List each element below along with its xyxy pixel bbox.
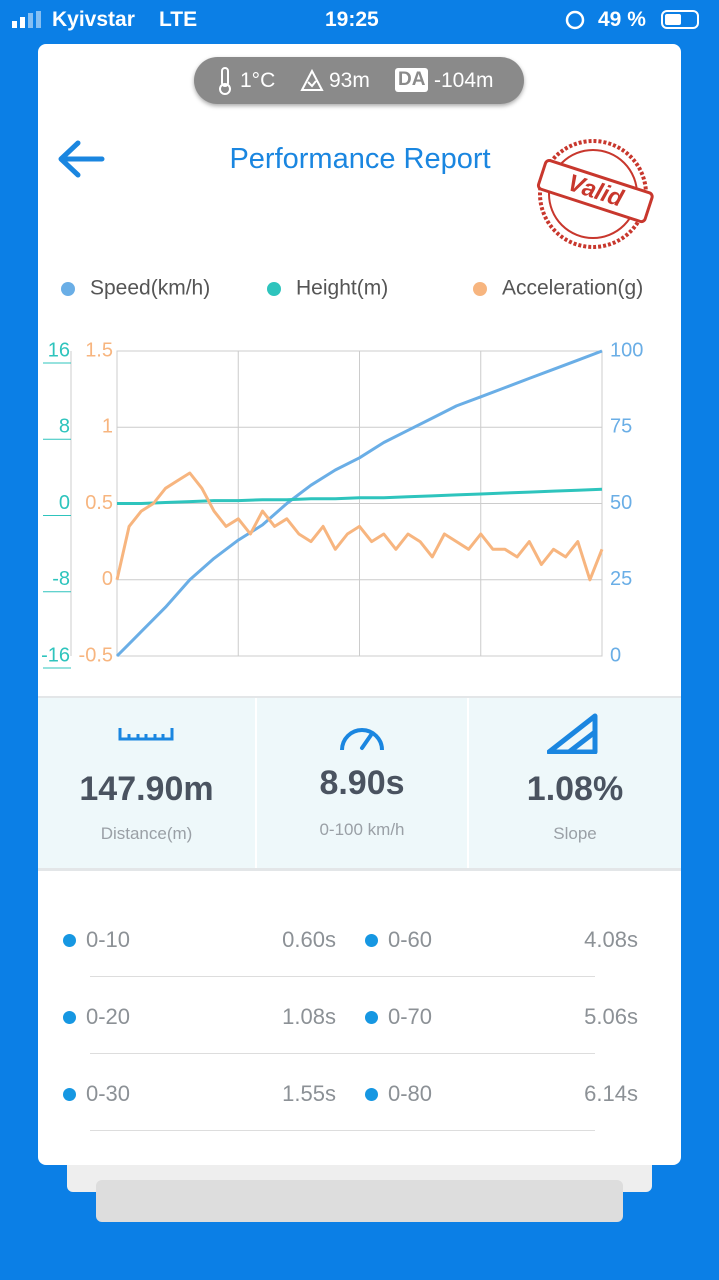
bullet: [63, 1011, 76, 1024]
mountain-icon: [300, 69, 324, 91]
legend-dot: [61, 282, 75, 296]
bullet: [365, 1011, 378, 1024]
stat-value: 1.08%: [526, 770, 624, 808]
network: LTE: [159, 8, 198, 31]
gauge-icon: [340, 728, 384, 751]
altitude: 93m: [329, 69, 370, 92]
y-tick-label: 0: [102, 568, 113, 590]
density-altitude: -104m: [434, 69, 494, 92]
page-title: Performance Report: [229, 143, 491, 175]
y-tick-label: 1.5: [85, 339, 113, 361]
split-range: 0-80: [388, 1081, 433, 1106]
slope-icon: [547, 713, 598, 754]
row-separator: [90, 976, 595, 977]
stat-label: 0-100 km/h: [319, 820, 405, 839]
stat-value: 8.90s: [319, 764, 405, 802]
split-range: 0-20: [86, 1004, 131, 1029]
split-range: 0-10: [86, 927, 131, 952]
y3-tick-label: -8: [52, 568, 70, 590]
y2-tick-label: 75: [610, 416, 632, 438]
back-button[interactable]: [56, 140, 106, 178]
bullet: [63, 1088, 76, 1101]
split-time: 1.08s: [282, 1004, 336, 1029]
split-time: 1.55s: [282, 1081, 336, 1106]
thermometer-icon: [219, 67, 231, 95]
y2-tick-label: 25: [610, 568, 632, 590]
y2-tick-label: 50: [610, 492, 632, 514]
y3-tick-label: -16: [41, 644, 70, 666]
series-line: [115, 349, 603, 658]
y-tick-label: 0.5: [85, 492, 113, 514]
stat-label: Distance(m): [100, 824, 193, 843]
y-tick-label: -0.5: [79, 644, 113, 666]
split-range: 0-70: [388, 1004, 433, 1029]
da-badge: DA: [395, 68, 429, 92]
legend-label: Height(m): [296, 277, 388, 300]
bullet: [365, 934, 378, 947]
time: 19:25: [325, 8, 379, 31]
stat-card: 147.90m Distance(m): [38, 698, 255, 868]
row-separator: [90, 1053, 595, 1054]
y-tick-label: 1: [102, 416, 113, 438]
y3-tick-label: 8: [59, 416, 70, 438]
battery: 49 %: [598, 8, 646, 31]
split-time: 5.06s: [584, 1004, 638, 1029]
stat-label: Slope: [553, 824, 597, 843]
battery-icon: [565, 10, 699, 30]
stat-value: 147.90m: [79, 770, 214, 808]
y2-tick-label: 0: [610, 644, 621, 666]
row-separator: [90, 1130, 595, 1131]
ruler-icon: [118, 728, 174, 741]
legend-label: Speed(km/h): [90, 277, 210, 300]
stat-card: 1.08% Slope: [469, 698, 681, 868]
carrier: Kyivstar: [52, 8, 135, 31]
split-time: 0.60s: [282, 927, 336, 952]
divider: [38, 868, 681, 871]
signal-icon: [12, 11, 41, 28]
stat-card: 8.90s 0-100 km/h: [257, 698, 467, 868]
series-line: [115, 471, 604, 582]
split-range: 0-60: [388, 927, 433, 952]
split-time: 6.14s: [584, 1081, 638, 1106]
valid-stamp: Valid: [536, 139, 654, 249]
chart: Speed(km/h) Height(m) Acceleration(g) 0 25 50…: [41, 277, 643, 669]
conditions-pill: 1°C 93m DA -104m: [194, 57, 524, 104]
y3-tick-label: 0: [59, 492, 70, 514]
legend-label: Acceleration(g): [502, 277, 643, 300]
stack-card: [96, 1180, 623, 1222]
bullet: [365, 1088, 378, 1101]
legend-dot: [267, 282, 281, 296]
divider: [38, 696, 681, 698]
y2-tick-label: 100: [610, 339, 643, 361]
temperature: 1°C: [240, 69, 276, 92]
series-line: [117, 487, 603, 505]
bullet: [63, 934, 76, 947]
split-range: 0-30: [86, 1081, 131, 1106]
split-time: 4.08s: [584, 927, 638, 952]
y3-tick-label: 16: [48, 339, 70, 361]
legend-dot: [473, 282, 487, 296]
